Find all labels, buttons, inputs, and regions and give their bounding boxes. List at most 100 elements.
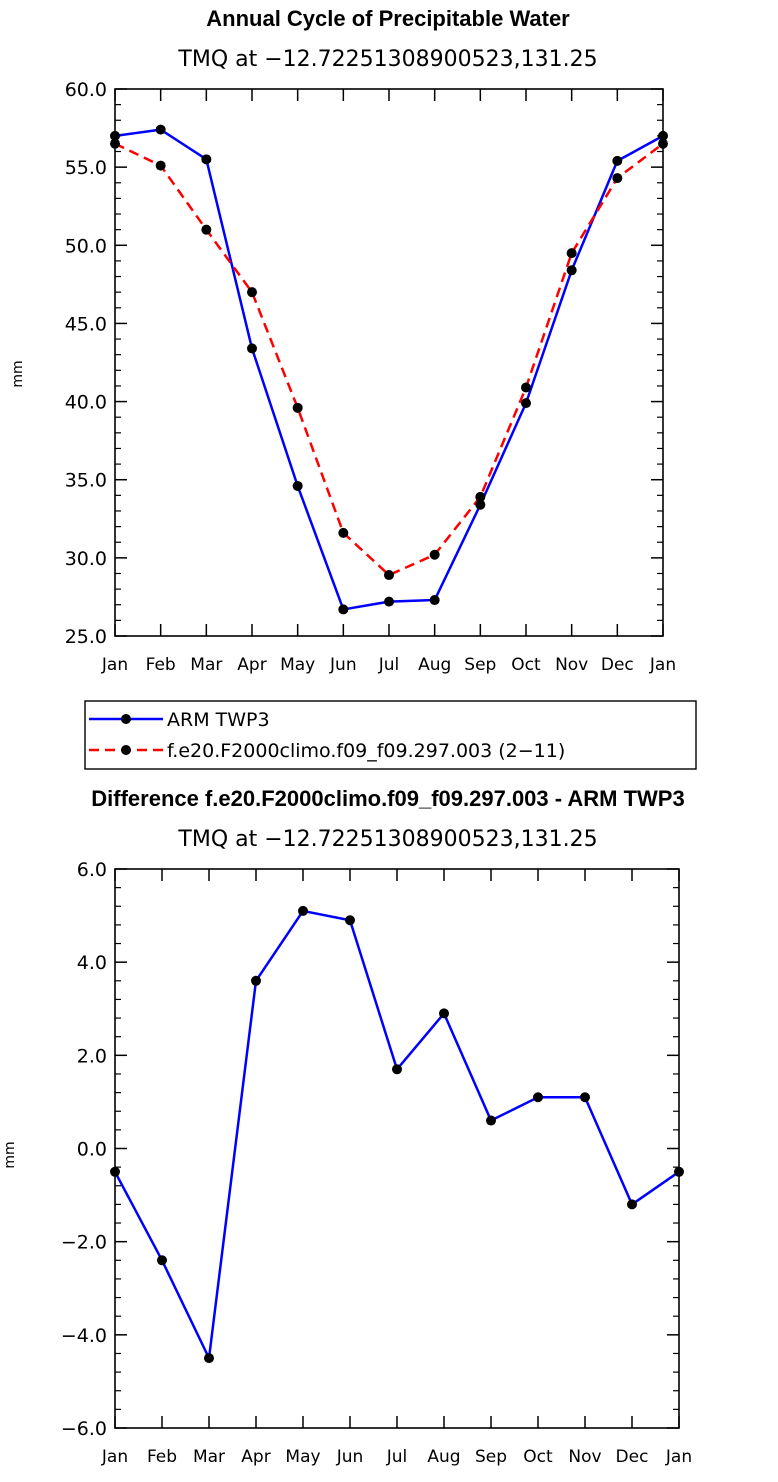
legend-label-model: f.e20.F2000climo.f09_f09.297.003 (2−11): [167, 740, 565, 762]
chart-difference: Difference f.e20.F2000climo.f09_f09.297.…: [2, 786, 692, 1467]
series-1-point: [247, 287, 257, 298]
series-1-point: [338, 527, 349, 538]
series-1-point: [201, 224, 212, 235]
ytick-label: 6.0: [77, 859, 107, 881]
chart1-xtick-labels: Jan Feb Mar Apr May Jun Jul Aug Sep Oct Nov Dec Jan: [101, 655, 676, 675]
ytick-label: 45.0: [65, 313, 107, 335]
xtick-label: Feb: [146, 655, 176, 675]
series-0-point: [298, 905, 308, 916]
series-0-point: [521, 398, 531, 409]
chart1-ticks: [114, 88, 664, 637]
chart2-subtitle: TMQ at −12.72251308900523,131.25: [177, 827, 597, 852]
xtick-label: Jan: [665, 1447, 692, 1467]
chart1-ytick-labels: 25.0 30.0 35.0 40.0 45.0 50.0 55.0 60.0: [65, 79, 107, 648]
chart2-title: Difference f.e20.F2000climo.f09_f09.297.…: [91, 786, 684, 811]
xtick-label: Sep: [464, 655, 496, 675]
xtick-label: Jan: [101, 655, 128, 675]
series-1-point: [292, 402, 303, 413]
chart1-frame: [114, 88, 664, 637]
series-1-point: [429, 549, 440, 560]
chart1-series: [110, 124, 668, 615]
series-0-point: [247, 343, 257, 354]
xtick-label: Jul: [378, 655, 400, 675]
xtick-label: Oct: [523, 1447, 553, 1467]
xtick-label: Mar: [190, 655, 222, 675]
chart1-title: Annual Cycle of Precipitable Water: [206, 6, 570, 31]
series-0-point: [627, 1199, 637, 1210]
series-1-point: [155, 160, 166, 171]
series-0-point: [566, 265, 577, 276]
series-0-point: [338, 604, 349, 615]
series-line-0: [114, 128, 664, 611]
ytick-label: 4.0: [77, 952, 107, 974]
chart2-frame: [114, 868, 680, 1429]
chart2-xtick-labels: Jan Feb Mar Apr May Jun Jul Aug Sep Oct Nov Dec Jan: [101, 1447, 692, 1467]
series-0-point: [292, 480, 303, 491]
ytick-label: −6.0: [61, 1418, 107, 1440]
ytick-label: 55.0: [65, 157, 107, 179]
series-0-point: [384, 596, 394, 607]
xtick-label: Dec: [601, 655, 634, 675]
series-1-point: [475, 491, 486, 502]
ytick-label: 25.0: [65, 626, 107, 648]
series-1-point: [566, 248, 577, 259]
series-0-point: [580, 1092, 590, 1103]
xtick-label: Jul: [386, 1447, 408, 1467]
xtick-label: Sep: [475, 1447, 507, 1467]
xtick-label: Jan: [649, 655, 676, 675]
series-1-point: [612, 173, 623, 184]
series-0-point: [155, 124, 166, 135]
ytick-label: 30.0: [65, 548, 107, 570]
series-0-point: [345, 915, 355, 926]
xtick-label: Aug: [418, 655, 451, 675]
xtick-label: Feb: [147, 1447, 177, 1467]
legend-marker-arm: [121, 714, 131, 724]
ytick-label: −2.0: [61, 1232, 107, 1254]
xtick-label: Oct: [511, 655, 541, 675]
series-0-point: [439, 1008, 449, 1019]
ytick-label: 60.0: [65, 79, 107, 101]
chart-annual-cycle: Annual Cycle of Precipitable Water TMQ a…: [10, 6, 697, 770]
ytick-label: 50.0: [65, 235, 107, 257]
series-0-point: [157, 1255, 167, 1266]
xtick-label: Apr: [241, 1447, 270, 1467]
ytick-label: 35.0: [65, 470, 107, 492]
xtick-label: May: [280, 655, 315, 675]
series-0-point: [486, 1115, 496, 1126]
xtick-label: Jan: [101, 1447, 128, 1467]
xtick-label: Mar: [193, 1447, 225, 1467]
series-0-point: [533, 1092, 543, 1103]
legend-label-arm: ARM TWP3: [167, 709, 270, 731]
series-0-point: [201, 154, 212, 165]
ytick-label: 40.0: [65, 392, 107, 414]
chart2-ticks: [114, 868, 680, 1429]
series-0-point: [475, 499, 486, 510]
chart1-legend: ARM TWP3 f.e20.F2000climo.f09_f09.297.00…: [84, 700, 697, 770]
xtick-label: Nov: [568, 1447, 601, 1467]
chart1-subtitle: TMQ at −12.72251308900523,131.25: [177, 47, 597, 72]
chart1-ylabel: mm: [10, 360, 26, 387]
series-line-1: [114, 142, 664, 577]
series-0-point: [392, 1064, 402, 1075]
series-line-0: [113, 909, 680, 1360]
chart2-ylabel: mm: [2, 1141, 18, 1168]
chart2-ytick-labels: −6.0 −4.0 −2.0 0.0 2.0 4.0 6.0: [61, 859, 107, 1440]
legend-box: [84, 700, 697, 770]
xtick-label: Nov: [555, 655, 588, 675]
xtick-label: Apr: [237, 655, 266, 675]
ytick-label: 2.0: [77, 1045, 107, 1067]
series-0-point: [429, 595, 440, 606]
ytick-label: 0.0: [77, 1139, 107, 1161]
legend-marker-model: [121, 745, 131, 755]
xtick-label: Aug: [427, 1447, 460, 1467]
ytick-label: −4.0: [61, 1325, 107, 1347]
xtick-label: Dec: [616, 1447, 649, 1467]
xtick-label: Jun: [329, 655, 357, 675]
xtick-label: May: [285, 1447, 320, 1467]
chart2-series: [110, 905, 684, 1364]
series-1-point: [384, 570, 394, 581]
series-1-point: [521, 382, 531, 393]
series-0-point: [204, 1353, 214, 1364]
series-0-point: [251, 975, 261, 986]
